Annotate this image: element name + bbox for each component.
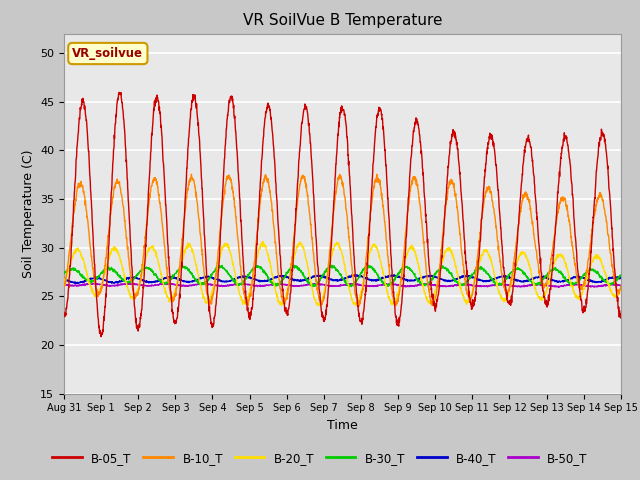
Text: VR_soilvue: VR_soilvue [72,47,143,60]
Legend: B-05_T, B-10_T, B-20_T, B-30_T, B-40_T, B-50_T: B-05_T, B-10_T, B-20_T, B-30_T, B-40_T, … [47,447,593,469]
Y-axis label: Soil Temperature (C): Soil Temperature (C) [22,149,35,278]
X-axis label: Time: Time [327,419,358,432]
Title: VR SoilVue B Temperature: VR SoilVue B Temperature [243,13,442,28]
